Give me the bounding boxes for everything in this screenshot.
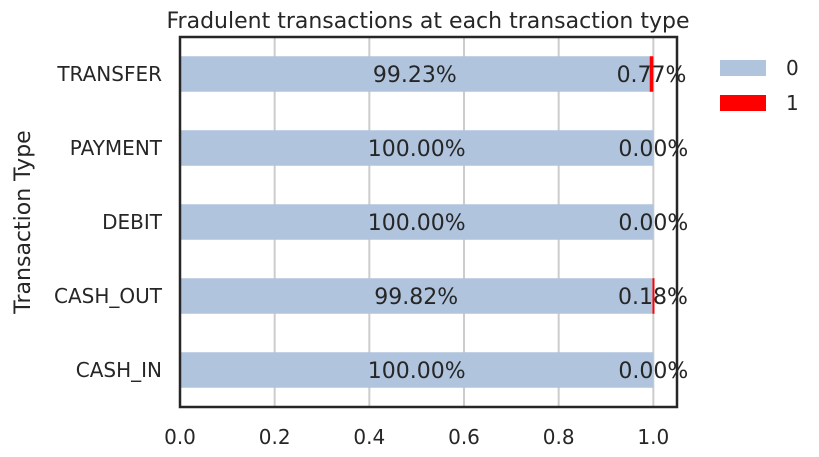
y-tick-label: DEBIT: [102, 210, 163, 234]
bar-cash_in-series-0: [180, 352, 654, 388]
bar-transfer-series-0: [180, 56, 650, 92]
bar-label-cash_in-series-0: 100.00%: [368, 359, 466, 384]
bar-cash_out-series-1: [652, 278, 655, 314]
x-tick-label: 0.6: [448, 425, 480, 449]
bar-label-debit-series-0: 100.00%: [368, 211, 466, 236]
bar-transfer-series-1: [649, 56, 654, 92]
legend-label-1: 1: [786, 91, 799, 115]
bar-label-transfer-series-0: 99.23%: [373, 63, 457, 88]
bar-payment-series-0: [180, 130, 654, 166]
y-axis-label: Transaction Type: [11, 130, 36, 314]
bar-label-cash_out-series-0: 99.82%: [374, 285, 458, 310]
plot-frame: [178, 35, 679, 409]
chart-title: Fradulent transactions at each transacti…: [167, 9, 690, 34]
bar-label-payment-series-0: 100.00%: [368, 137, 466, 162]
x-tick-label: 0.8: [543, 425, 575, 449]
x-tick-label: 0.2: [259, 425, 291, 449]
bar-debit-series-0: [180, 204, 654, 240]
x-tick-label: 0.0: [164, 425, 196, 449]
legend-swatch-1: [720, 95, 766, 111]
y-tick-label: TRANSFER: [56, 62, 162, 86]
y-tick-labels: CASH_IN CASH_OUT DEBIT PAYMENT TRANSFER: [54, 62, 163, 382]
legend-label-0: 0: [786, 56, 799, 80]
bars: [180, 56, 655, 388]
y-tick-label: CASH_OUT: [54, 284, 163, 308]
y-tick-label: PAYMENT: [70, 136, 163, 160]
y-tick-label: CASH_IN: [76, 358, 162, 382]
legend-swatch-0: [720, 60, 766, 76]
x-tick-label: 0.4: [353, 425, 385, 449]
x-tick-label: 1.0: [637, 425, 669, 449]
bar-label-transfer-series-1: 0.77%: [617, 63, 687, 88]
x-tick-labels: 0.0 0.2 0.4 0.6 0.8 1.0: [164, 425, 669, 449]
legend: 01: [720, 56, 799, 115]
bar-cash_out-series-0: [180, 278, 653, 314]
